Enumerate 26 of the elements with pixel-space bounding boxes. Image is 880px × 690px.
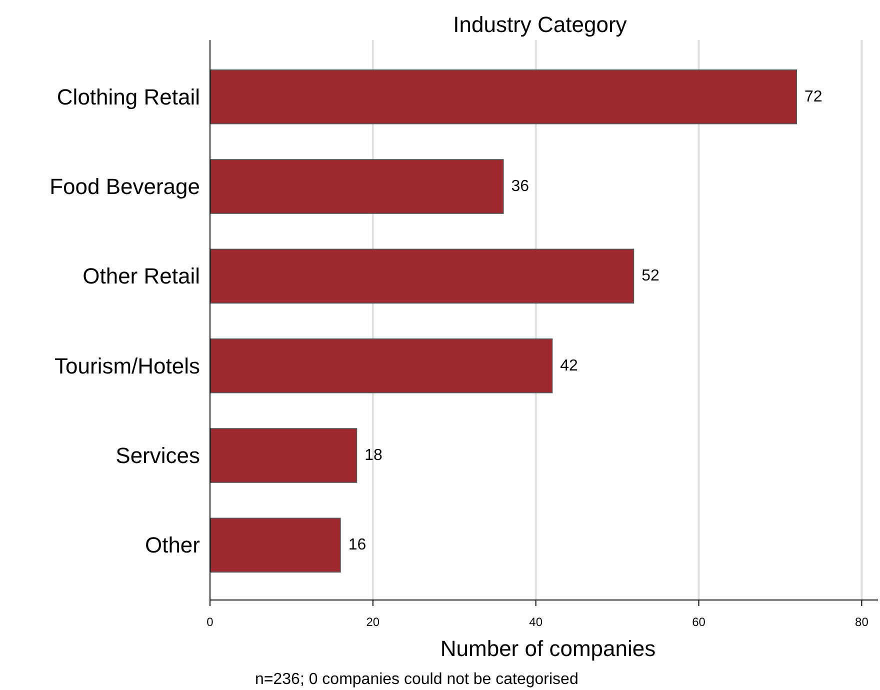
y-tick-label: Other — [144, 532, 200, 558]
x-tick-label: 80 — [855, 615, 869, 629]
bar — [210, 518, 341, 573]
data-label: 16 — [348, 536, 366, 554]
bar — [210, 338, 553, 394]
y-tick-label: Clothing Retail — [56, 84, 200, 110]
bar — [210, 159, 504, 214]
data-label: 18 — [364, 447, 383, 464]
x-tick-label: 0 — [206, 615, 214, 629]
x-tick-label: 40 — [529, 615, 543, 629]
data-label: 52 — [642, 268, 660, 285]
x-tick-label: 20 — [366, 615, 380, 629]
text: n=236; 0 companies could not be categorised — [255, 671, 578, 688]
data-label: 42 — [560, 357, 578, 374]
chart-title: Industry Category — [453, 12, 627, 37]
data-label: 36 — [511, 178, 530, 195]
y-tick-label: Services — [116, 443, 200, 468]
bar — [210, 69, 798, 124]
x-axis-title: Number of companies — [440, 636, 656, 661]
y-tick-label: Food Beverage — [50, 174, 200, 199]
bar — [210, 428, 358, 483]
y-tick-label: Other Retail — [82, 264, 200, 289]
bar — [210, 248, 634, 304]
y-tick-label: Tourism/Hotels — [54, 353, 200, 378]
x-tick-label: 60 — [692, 615, 706, 629]
data-label: 72 — [804, 88, 822, 106]
